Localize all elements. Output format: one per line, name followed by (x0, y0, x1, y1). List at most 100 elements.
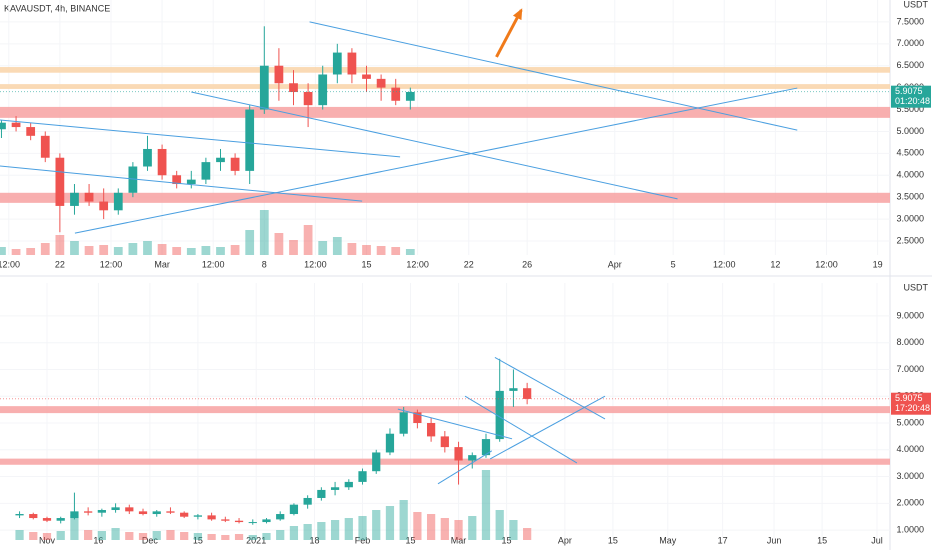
candle-body (11, 122, 21, 128)
candle-body (138, 511, 148, 515)
candle-body (426, 423, 436, 437)
last-price-box (891, 392, 931, 415)
volume-bar (509, 520, 518, 540)
chart-title: KAVAUSDT, 4h, BINANCE (4, 3, 110, 13)
zone (0, 458, 890, 465)
y-tick-label: 4.0000 (896, 444, 924, 454)
last-price-label: 5.9075 (895, 393, 923, 403)
volume-bar (111, 528, 120, 540)
candle-body (376, 78, 386, 88)
volume-bar (303, 225, 313, 255)
x-tick-label: 12:00 (304, 259, 327, 269)
volume-bar (276, 530, 285, 540)
x-tick-label: 15 (362, 259, 372, 269)
axis-unit: USDT (904, 0, 929, 9)
y-tick-label: 7.0000 (896, 364, 924, 374)
trendline (309, 21, 798, 131)
zone (0, 192, 890, 203)
volume-bar (405, 249, 415, 255)
candle-body (481, 439, 491, 456)
candle-body (29, 514, 38, 519)
trendline (437, 450, 493, 485)
volume-bar (248, 535, 257, 540)
candle-body (40, 135, 50, 158)
x-tick-label: 15 (502, 535, 512, 545)
x-tick-label: 16 (93, 535, 103, 545)
zone (0, 106, 890, 118)
candle-body (128, 166, 138, 193)
x-tick-label: 26 (522, 259, 532, 269)
candle-body (344, 481, 353, 488)
candle-body (276, 514, 285, 520)
volume-bar (523, 528, 532, 540)
candle-body (15, 514, 24, 516)
trendline (191, 91, 678, 200)
x-tick-label: 15 (608, 535, 618, 545)
volume-bar (15, 530, 24, 540)
volume-bar (99, 245, 109, 255)
candle-body (113, 192, 123, 211)
candle-body (111, 507, 120, 511)
candle-body (172, 175, 182, 185)
candle-body (84, 511, 93, 513)
trendline (489, 395, 606, 460)
candle-body (385, 433, 395, 453)
candle-body (97, 510, 106, 513)
volume-bar (125, 532, 134, 540)
x-tick-label: 15 (193, 535, 203, 545)
candle-body (332, 52, 342, 75)
candle-body (399, 412, 408, 434)
candle-body (303, 92, 313, 106)
candle-body (289, 504, 299, 515)
y-tick-label: 3.0000 (896, 213, 924, 223)
volume-bar (358, 516, 367, 540)
candle-body (358, 471, 367, 482)
y-tick-label: 2.0000 (896, 498, 924, 508)
y-tick-label: 2.5000 (896, 235, 924, 245)
volume-bar (318, 241, 328, 255)
x-tick-label: 15 (817, 535, 827, 545)
countdown-label: 17:20:48 (895, 403, 930, 413)
volume-bar (259, 210, 269, 255)
volume-bar (166, 530, 175, 540)
candle-body (303, 497, 312, 505)
last-price-box (891, 85, 931, 108)
candle-body (180, 512, 189, 517)
volume-bar (11, 249, 21, 255)
volume-bar (391, 247, 401, 255)
candle-body (330, 487, 340, 490)
volume-bar (84, 530, 93, 540)
candle-body (405, 92, 415, 101)
volume-bar (152, 531, 161, 540)
volume-bar (234, 534, 244, 540)
last-price-label: 5.9075 (895, 86, 923, 96)
candle-body (495, 390, 504, 440)
axis-unit: USDT (904, 282, 929, 292)
volume-bar (372, 510, 381, 540)
x-tick-label: 12 (770, 259, 780, 269)
candle-body (201, 162, 211, 180)
x-tick-label: Apr (558, 535, 572, 545)
volume-bar (454, 520, 463, 540)
y-tick-label: 3.0000 (896, 471, 924, 481)
candle-body (143, 148, 152, 167)
x-tick-label: 12:00 (0, 259, 20, 269)
y-tick-label: 7.5000 (896, 16, 924, 26)
x-tick-label: Nov (39, 535, 56, 545)
volume-bar (332, 237, 342, 255)
x-tick-label: 12:00 (100, 259, 123, 269)
x-tick-label: 12:00 (713, 259, 736, 269)
x-tick-label: 15 (406, 535, 416, 545)
candle-body (274, 65, 284, 84)
volume-bar (70, 241, 79, 255)
y-tick-label: 5.5000 (896, 104, 924, 114)
candle-body (317, 489, 326, 498)
volume-bar (230, 245, 240, 255)
candle-body (262, 519, 271, 523)
x-tick-label: 22 (55, 259, 65, 269)
volume-bar (426, 514, 436, 540)
candle-body (70, 192, 79, 206)
candle-body (152, 511, 161, 515)
y-tick-label: 8.0000 (896, 337, 924, 347)
